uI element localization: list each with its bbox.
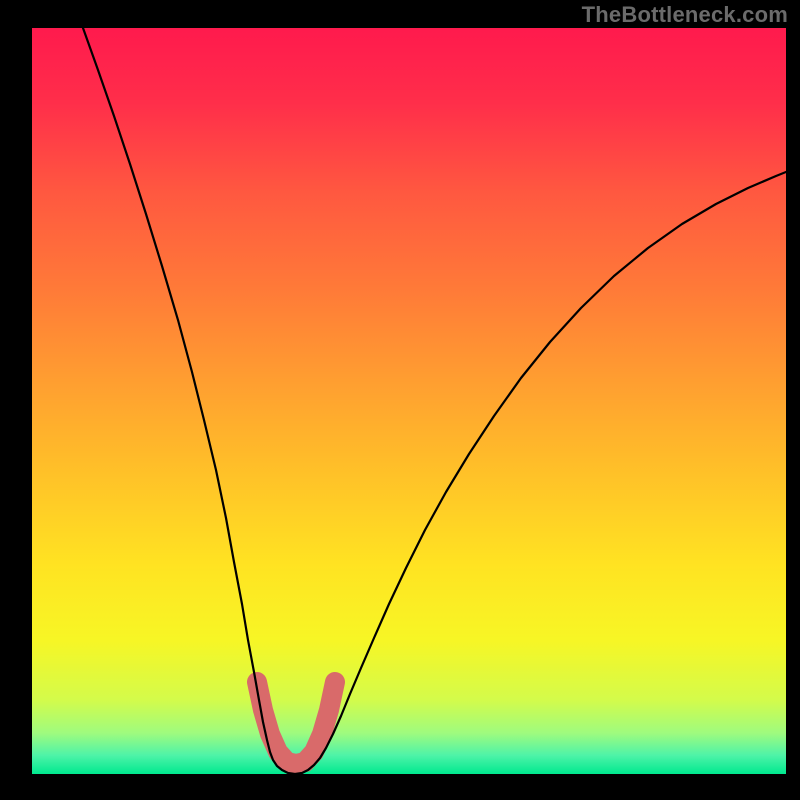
watermark-text: TheBottleneck.com <box>582 2 788 28</box>
bottleneck-curve <box>83 28 786 774</box>
plot-area <box>32 28 786 774</box>
curve-layer <box>32 28 786 774</box>
